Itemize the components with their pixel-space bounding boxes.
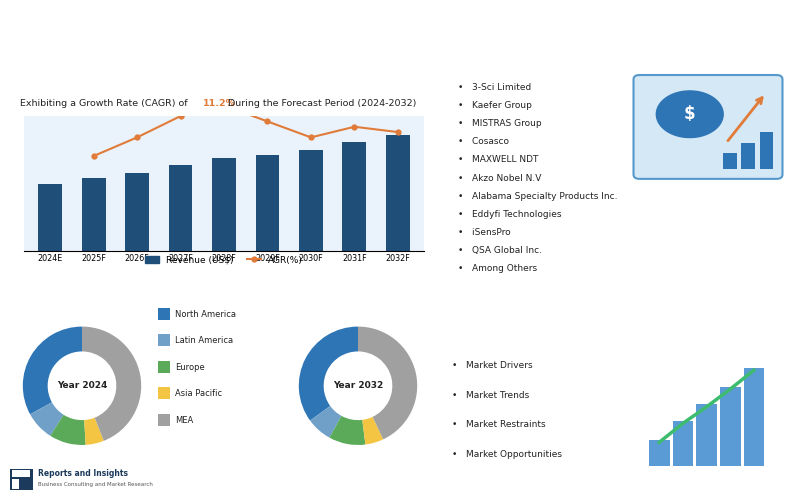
Text: Reports and Insights: Reports and Insights (38, 469, 128, 478)
Bar (342, 141, 366, 251)
Bar (158, 414, 170, 425)
Bar (158, 361, 170, 373)
Bar (720, 387, 741, 466)
Bar (760, 132, 774, 170)
Bar (13, 470, 30, 477)
Polygon shape (656, 91, 723, 138)
Bar (723, 153, 737, 170)
Text: •   Eddyfi Technologies: • Eddyfi Technologies (458, 210, 562, 219)
Bar (386, 135, 410, 251)
Bar (649, 440, 670, 466)
Text: •   Market Trends: • Market Trends (452, 390, 530, 400)
Text: •   Market Drivers: • Market Drivers (452, 361, 533, 370)
Bar (158, 334, 170, 347)
Bar (744, 368, 764, 466)
Text: Business Consulting and Market Research: Business Consulting and Market Research (38, 482, 153, 488)
Bar (158, 387, 170, 399)
Text: •   Market Opportunities: • Market Opportunities (452, 450, 562, 458)
Bar (125, 174, 149, 251)
Text: MARKET REVENUE FORECAST & GROWTH RATE 2024-2032: MARKET REVENUE FORECAST & GROWTH RATE 20… (59, 72, 385, 82)
Text: •   Cosasco: • Cosasco (458, 137, 509, 146)
Text: MARKET DYNAMICS COVERED: MARKET DYNAMICS COVERED (535, 330, 701, 340)
Text: Europe: Europe (175, 363, 205, 372)
Wedge shape (362, 417, 383, 445)
Wedge shape (50, 415, 86, 445)
Text: During the Forecast Period (2024-2032): During the Forecast Period (2024-2032) (228, 99, 417, 108)
Text: 11.2%: 11.2% (203, 99, 236, 108)
Text: •   Alabama Specialty Products Inc.: • Alabama Specialty Products Inc. (458, 192, 618, 201)
Bar (212, 158, 236, 251)
Bar (169, 165, 193, 251)
Text: Latin America: Latin America (175, 336, 234, 346)
Text: •   MAXWELL NDT: • MAXWELL NDT (458, 155, 538, 165)
Text: MEA: MEA (175, 416, 194, 425)
Bar (696, 404, 717, 466)
Wedge shape (23, 326, 82, 414)
Bar (299, 150, 323, 251)
Text: Year 2032: Year 2032 (333, 381, 383, 390)
Wedge shape (30, 402, 64, 436)
Text: •   Among Others: • Among Others (458, 264, 537, 273)
Text: $: $ (684, 105, 695, 123)
Legend: Revenue (US$), AGR(%): Revenue (US$), AGR(%) (142, 252, 306, 268)
Text: Exhibiting a Growth Rate (CAGR) of: Exhibiting a Growth Rate (CAGR) of (21, 99, 191, 108)
Wedge shape (84, 418, 104, 445)
Text: •   QSA Global Inc.: • QSA Global Inc. (458, 246, 542, 255)
Wedge shape (330, 416, 366, 445)
Bar (38, 184, 62, 251)
Wedge shape (310, 406, 342, 438)
Text: North America: North America (175, 310, 236, 319)
FancyBboxPatch shape (634, 75, 782, 179)
Wedge shape (358, 326, 417, 439)
Text: Asia Pacific: Asia Pacific (175, 389, 222, 398)
Wedge shape (82, 326, 141, 441)
Text: •   iSensPro: • iSensPro (458, 228, 510, 237)
Text: MARKET REVENUE SHARE ANALYSIS, BY REGION: MARKET REVENUE SHARE ANALYSIS, BY REGION (87, 280, 357, 290)
Bar (673, 421, 694, 466)
Text: KEY PLAYERS COVERED: KEY PLAYERS COVERED (553, 57, 683, 67)
Text: •   Akzo Nobel N.V: • Akzo Nobel N.V (458, 174, 542, 182)
Wedge shape (299, 326, 358, 421)
Bar (255, 155, 279, 251)
Bar (742, 143, 755, 170)
Text: •   Kaefer Group: • Kaefer Group (458, 101, 532, 110)
Bar (13, 479, 19, 489)
Text: •   MISTRAS Group: • MISTRAS Group (458, 119, 542, 128)
Text: Year 2024: Year 2024 (57, 381, 107, 390)
Text: GLOBAL CORROSION UNDER INSULATION MONITORING MARKET ANALYSIS: GLOBAL CORROSION UNDER INSULATION MONITO… (67, 18, 733, 34)
Text: •   Market Restraints: • Market Restraints (452, 420, 546, 429)
Text: •   3-Sci Limited: • 3-Sci Limited (458, 83, 531, 92)
Bar (158, 308, 170, 320)
Bar (10, 468, 33, 490)
Bar (82, 178, 106, 251)
